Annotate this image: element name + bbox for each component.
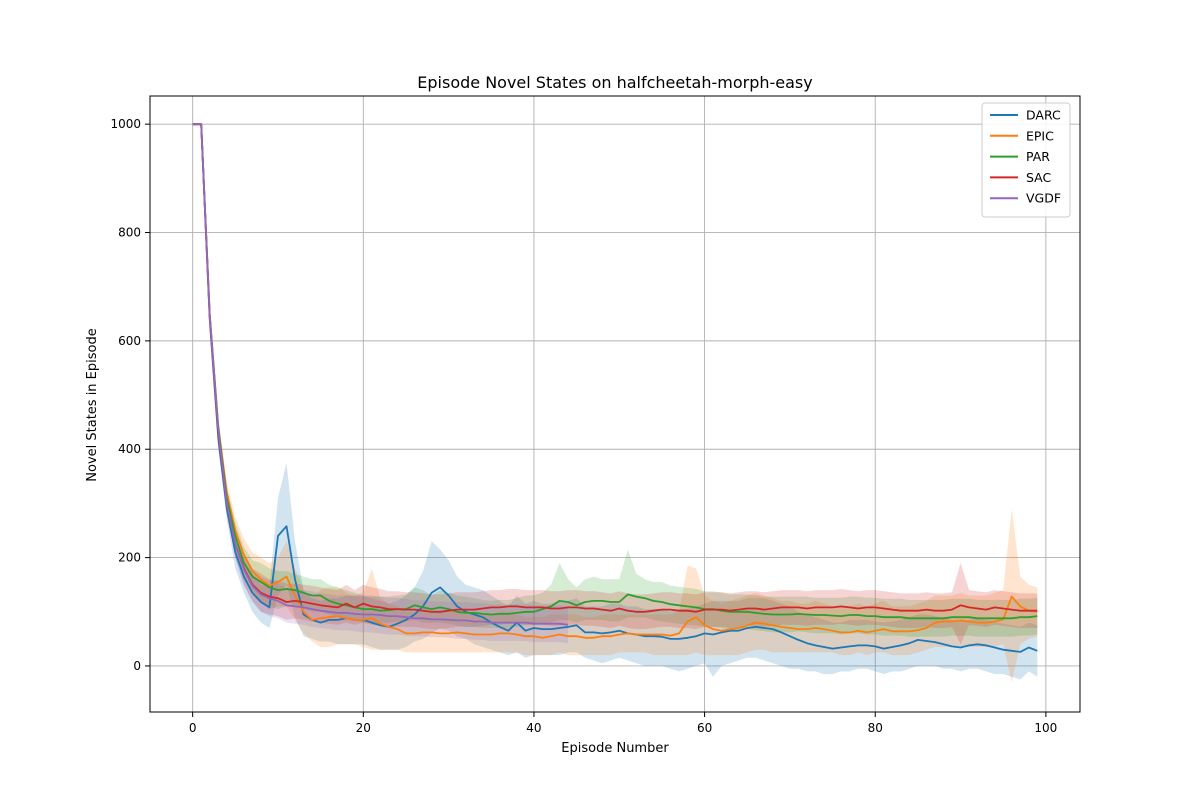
x-tick-label: 100	[1034, 721, 1057, 735]
series-line-vgdf	[192, 123, 569, 626]
legend-label-sac: SAC	[1026, 170, 1051, 185]
x-tick-label: 0	[189, 721, 197, 735]
x-tick-label: 40	[526, 721, 541, 735]
x-tick-label: 80	[868, 721, 883, 735]
band-sac	[192, 124, 1038, 645]
band-par	[192, 124, 1038, 637]
series-line-sac	[192, 123, 1038, 613]
y-axis-label: Novel States in Episode	[85, 328, 100, 481]
chart-title: Episode Novel States on halfcheetah-morp…	[417, 73, 812, 92]
y-tick-label: 0	[133, 659, 141, 673]
series-lines	[192, 123, 1038, 653]
band-darc	[192, 124, 1038, 680]
confidence-bands	[192, 124, 1038, 683]
x-axis-label: Episode Number	[561, 741, 669, 756]
y-tick-label: 400	[118, 442, 141, 456]
legend: DARC EPIC PAR SAC VGDF	[981, 102, 1071, 218]
series-line-epic	[192, 123, 1038, 639]
plot-frame	[149, 95, 1081, 713]
x-tick-label: 20	[356, 721, 371, 735]
series-line-darc	[192, 123, 1038, 653]
y-tick-label: 200	[118, 551, 141, 565]
legend-label-epic: EPIC	[1026, 128, 1054, 143]
y-tick-label: 1000	[110, 117, 141, 131]
band-epic	[192, 124, 1038, 683]
legend-label-darc: DARC	[1026, 108, 1061, 123]
legend-label-vgdf: VGDF	[1026, 191, 1061, 206]
series-line-par	[192, 123, 1038, 620]
y-tick-label: 800	[118, 226, 141, 240]
x-tick-label: 60	[697, 721, 712, 735]
legend-box	[981, 102, 1071, 218]
legend-label-par: PAR	[1026, 149, 1050, 164]
y-tick-label: 600	[118, 334, 141, 348]
